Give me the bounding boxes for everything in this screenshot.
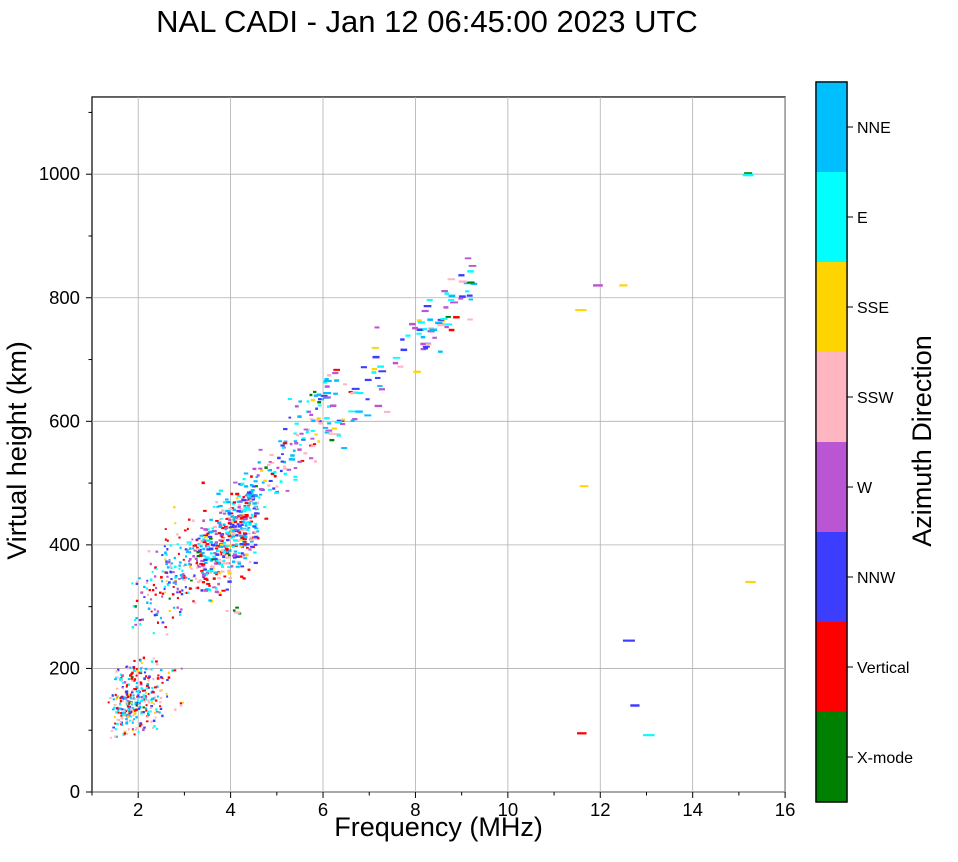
svg-text:Virtual height (km): Virtual height (km) xyxy=(2,341,32,560)
svg-text:NAL CADI - Jan 12 06:45:00 202: NAL CADI - Jan 12 06:45:00 2023 UTC xyxy=(156,4,698,39)
svg-text:X-mode: X-mode xyxy=(857,750,913,767)
svg-text:14: 14 xyxy=(682,799,703,820)
svg-text:NNE: NNE xyxy=(857,120,891,137)
svg-text:0: 0 xyxy=(70,781,80,802)
svg-text:400: 400 xyxy=(49,534,80,555)
svg-text:600: 600 xyxy=(49,410,80,431)
svg-text:SSW: SSW xyxy=(857,390,894,407)
svg-text:Frequency (MHz): Frequency (MHz) xyxy=(334,812,543,842)
svg-text:2: 2 xyxy=(133,799,143,820)
svg-text:12: 12 xyxy=(590,799,611,820)
svg-text:E: E xyxy=(857,210,868,227)
svg-text:6: 6 xyxy=(318,799,328,820)
svg-text:NNW: NNW xyxy=(857,570,896,587)
svg-text:W: W xyxy=(857,480,873,497)
svg-text:Vertical: Vertical xyxy=(857,660,909,677)
svg-text:800: 800 xyxy=(49,287,80,308)
svg-text:200: 200 xyxy=(49,657,80,678)
svg-text:1000: 1000 xyxy=(39,163,80,184)
svg-text:Azimuth Direction: Azimuth Direction xyxy=(907,335,937,547)
svg-text:16: 16 xyxy=(775,799,796,820)
svg-text:4: 4 xyxy=(225,799,235,820)
svg-text:SSE: SSE xyxy=(857,300,889,317)
